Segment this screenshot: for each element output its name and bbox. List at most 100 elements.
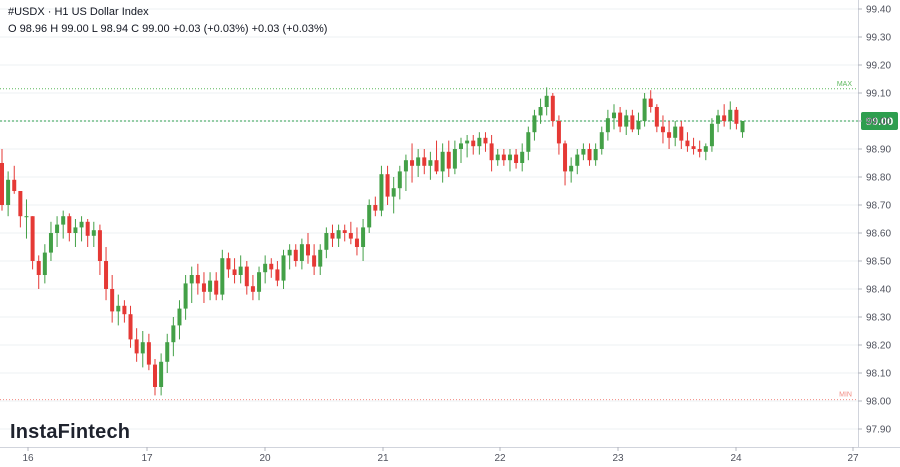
candle [483,132,488,152]
candle-body [299,244,304,261]
candle [550,93,555,127]
candle [544,87,549,116]
candle-body [85,221,90,236]
candle-body [440,151,445,172]
candle-body [593,149,598,161]
candle-body [697,149,702,152]
candle [250,275,255,301]
candle [514,149,519,169]
candles [0,87,745,396]
candle [477,132,482,155]
candle-body [18,191,23,217]
y-tick-label: 98.80 [866,173,891,184]
x-tick-label: 21 [377,453,389,464]
candle [12,165,17,194]
candle [660,115,665,144]
y-tick-label: 98.20 [866,341,891,352]
candle [630,109,635,133]
candle-body [379,174,384,211]
candle [612,104,616,130]
candle-body [428,160,433,166]
candle-body [354,238,359,247]
candle-body [722,115,727,121]
x-tick-label: 23 [612,453,624,464]
candle-body [361,227,366,247]
candle [446,140,451,177]
candle [740,121,745,138]
candle [685,132,690,152]
candle [709,118,714,152]
candle [361,219,366,261]
candle-body [79,221,84,228]
candle [140,331,145,368]
candle [165,333,170,373]
candle [648,90,653,113]
candle-body [599,132,604,149]
candle [104,247,109,301]
current-price-badge [861,112,898,130]
candle [312,244,317,275]
time-axis: 16 17 20 21 22 23 24 27 [0,447,900,464]
candle-body [618,112,623,127]
candle-body [452,149,457,169]
candle [636,112,641,135]
candle-body [636,121,641,130]
candle [642,93,647,127]
candle [440,143,445,183]
candle [428,151,433,180]
candle [67,213,72,242]
candle-body [220,258,225,295]
ohlc-readout: O 98.96 H 99.00 L 98.94 C 99.00 +0.03 (+… [8,23,328,35]
y-tick-label: 98.00 [866,397,891,408]
candle [97,224,102,275]
candle [214,272,219,301]
candle-body [422,157,427,166]
candle-body [716,115,721,124]
candle-body [110,289,115,312]
candle-body [146,342,151,365]
candle [195,263,200,295]
candle-body [642,98,647,121]
candle-body [30,216,35,261]
x-tick-label: 20 [259,453,271,464]
candle [42,244,47,284]
candle-body [489,143,494,161]
y-tick-label: 99.40 [866,5,891,16]
x-tick-label: 27 [847,453,859,464]
candle-body [434,160,439,172]
candle-body [91,230,96,236]
candle-body [410,160,415,166]
y-tick-label: 98.70 [866,201,891,212]
y-tick-label: 99.10 [866,89,891,100]
candle [697,140,702,158]
candle-body [238,266,243,275]
candle [275,261,280,287]
candle-body [630,115,635,130]
candle-body [122,305,127,315]
candle [501,149,506,166]
candle [373,196,378,217]
candle-body [587,149,592,161]
candle [269,258,274,278]
candle-body [397,171,402,189]
candle [116,294,121,326]
candle [507,149,512,172]
x-tick-label: 22 [494,453,506,464]
candle [379,165,384,217]
candle [410,143,415,183]
candle-body [330,233,335,239]
candle [263,255,268,284]
candle-body [685,140,690,147]
candle [146,333,151,371]
candle [569,157,574,183]
candle [691,137,696,155]
candle-body [312,255,317,267]
candle-body [165,342,170,362]
candle [287,244,292,270]
candle [673,121,678,147]
candle [79,216,84,242]
candle [385,165,390,205]
candle-body [281,255,286,281]
candle [556,115,561,155]
